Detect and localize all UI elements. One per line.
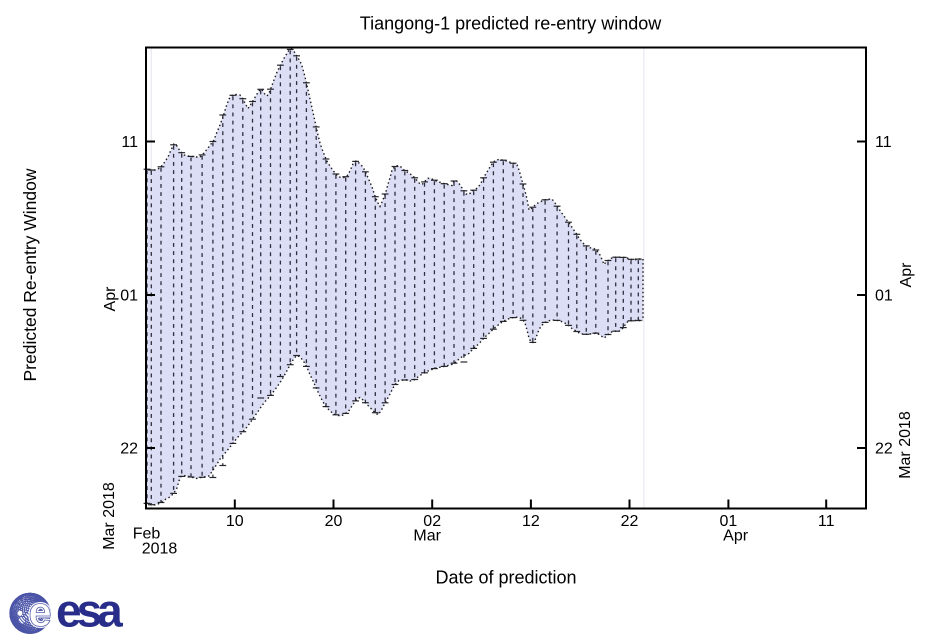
svg-text:02: 02 <box>423 513 441 530</box>
svg-text:22: 22 <box>621 513 639 530</box>
svg-text:22: 22 <box>120 441 138 458</box>
svg-text:Mar 2018: Mar 2018 <box>897 411 914 479</box>
svg-text:11: 11 <box>818 513 835 530</box>
svg-text:01: 01 <box>120 288 138 305</box>
svg-text:Apr: Apr <box>898 262 915 288</box>
svg-text:e: e <box>28 588 51 635</box>
svg-text:12: 12 <box>522 513 540 530</box>
svg-text:11: 11 <box>875 134 892 151</box>
svg-text:Feb: Feb <box>133 526 161 543</box>
svg-text:10: 10 <box>226 513 244 530</box>
svg-text:e: e <box>28 588 51 635</box>
svg-text:Mar 2018: Mar 2018 <box>101 482 118 550</box>
svg-text:Mar: Mar <box>413 528 441 545</box>
svg-text:01: 01 <box>875 288 893 305</box>
svg-text:20: 20 <box>325 513 343 530</box>
svg-text:e: e <box>28 588 51 635</box>
svg-text:Date of prediction: Date of prediction <box>435 568 576 588</box>
svg-text:01: 01 <box>720 513 738 530</box>
svg-text:esa: esa <box>56 585 123 637</box>
svg-text:Tiangong-1 predicted re-entry: Tiangong-1 predicted re-entry window <box>360 14 662 34</box>
svg-text:Apr: Apr <box>102 286 119 312</box>
svg-text:2018: 2018 <box>142 541 178 558</box>
svg-text:22: 22 <box>875 441 893 458</box>
svg-text:11: 11 <box>121 134 138 151</box>
svg-text:Apr: Apr <box>723 528 749 545</box>
svg-text:Predicted Re-entry Window: Predicted Re-entry Window <box>20 168 40 381</box>
